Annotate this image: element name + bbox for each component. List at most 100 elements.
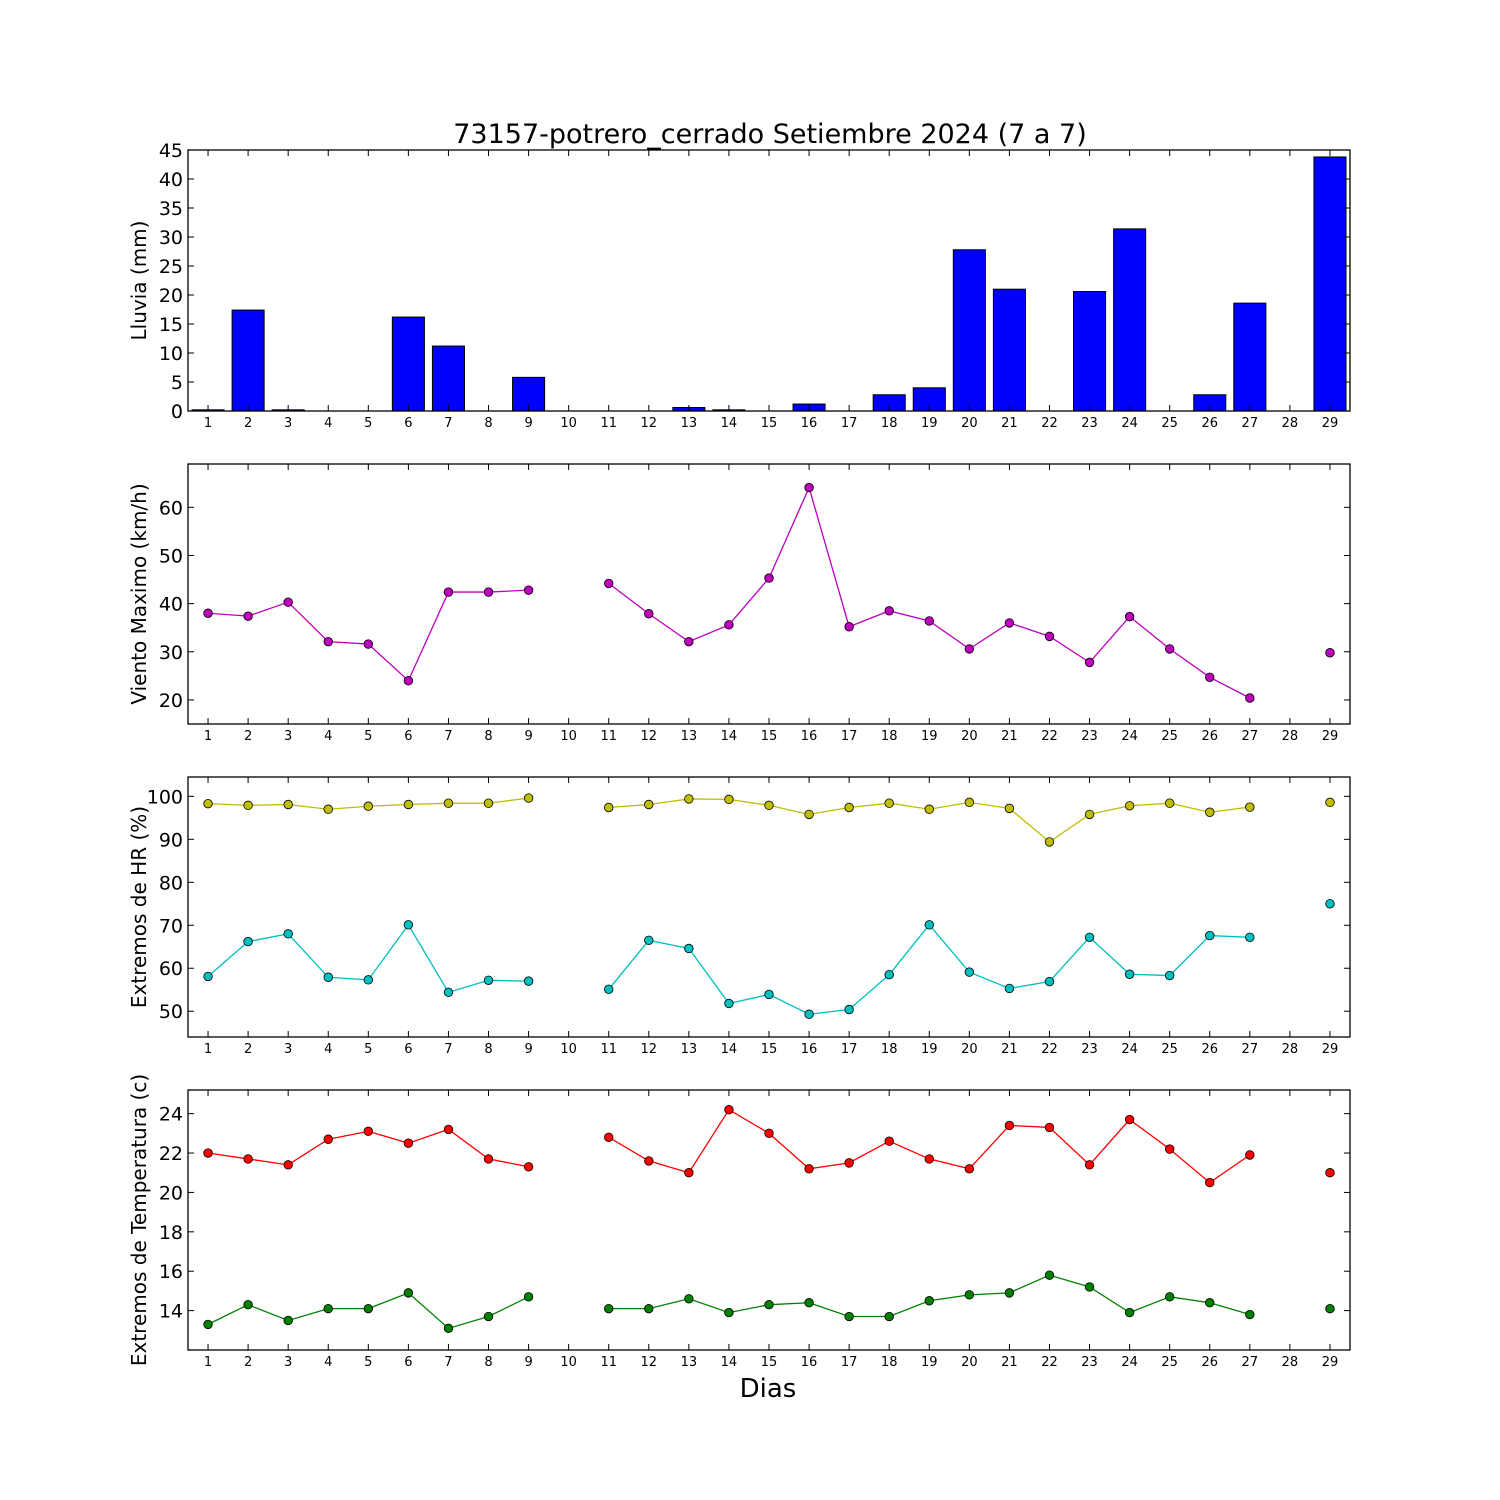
y-tick-label: 10 <box>159 343 183 365</box>
y-tick-label: 100 <box>147 786 183 808</box>
series-2-point-day-18 <box>884 1311 894 1322</box>
series-1-point-day-2 <box>243 800 253 811</box>
series-1-point-day-7 <box>443 798 454 808</box>
bar-day-6 <box>391 316 425 412</box>
series-1-point-day-8 <box>483 798 494 808</box>
x-tick-label: 3 <box>284 1042 292 1057</box>
x-tick-label: 23 <box>1081 1042 1098 1057</box>
x-tick-label: 10 <box>560 416 577 431</box>
series-2-point-day-19 <box>924 920 934 930</box>
x-tick-label: 17 <box>841 1042 858 1057</box>
series-1-point-day-12 <box>644 799 654 810</box>
series-1-point-day-6 <box>403 799 414 810</box>
x-tick-label: 26 <box>1201 416 1218 431</box>
y-tick-label: 24 <box>159 1104 183 1126</box>
series-1-point-day-29 <box>1325 797 1335 808</box>
series-1-point-day-15 <box>764 800 774 811</box>
series-1-point-day-7 <box>443 587 454 597</box>
y-tick-label: 16 <box>159 1261 183 1283</box>
x-tick-label: 3 <box>284 729 292 744</box>
series-1-point-day-19 <box>924 616 934 626</box>
series-2-point-day-26 <box>1205 930 1215 941</box>
x-tick-label: 21 <box>1001 1355 1018 1370</box>
series-1-point-day-5 <box>363 1126 374 1137</box>
series-2-point-day-11 <box>604 984 614 995</box>
series-1-point-day-17 <box>844 802 854 813</box>
series-1-point-day-9 <box>523 585 534 595</box>
series-2-point-day-13 <box>684 943 694 954</box>
x-tick-label: 9 <box>524 1042 532 1057</box>
series-2-point-day-21 <box>1004 1288 1015 1298</box>
x-tick-label: 25 <box>1161 416 1178 431</box>
x-tick-label: 23 <box>1081 729 1098 744</box>
x-tick-label: 21 <box>1001 416 1018 431</box>
series-1-point-day-11 <box>604 578 614 589</box>
x-tick-label: 22 <box>1041 1355 1058 1370</box>
series-1-point-day-2 <box>243 611 253 621</box>
x-tick-label: 27 <box>1242 1042 1259 1057</box>
x-tick-label: 12 <box>641 729 658 744</box>
series-2-point-day-19 <box>924 1296 934 1306</box>
x-tick-label: 6 <box>404 1355 412 1370</box>
series-1-point-day-4 <box>323 804 333 814</box>
x-tick-label: 20 <box>961 1355 978 1370</box>
bar-day-7 <box>431 345 465 412</box>
y-axis-label: Viento Maximo (km/h) <box>127 483 151 704</box>
y-tick-label: 45 <box>159 140 183 162</box>
x-tick-label: 4 <box>324 729 332 744</box>
y-tick-label: 14 <box>159 1301 183 1323</box>
x-tick-label: 23 <box>1081 1355 1098 1370</box>
series-2-point-day-14 <box>724 998 734 1009</box>
x-tick-label: 7 <box>444 1042 452 1057</box>
x-tick-label: 22 <box>1041 1042 1058 1057</box>
series-2-point-day-11 <box>604 1303 614 1314</box>
x-tick-label: 2 <box>244 416 252 431</box>
series-2-point-day-1 <box>203 971 213 982</box>
x-tick-label: 11 <box>600 416 617 431</box>
series-1-point-day-18 <box>884 798 894 808</box>
x-tick-label: 8 <box>484 1355 492 1370</box>
series-1-point-day-24 <box>1124 801 1135 811</box>
series-1-point-day-24 <box>1124 611 1135 622</box>
series-2-point-day-20 <box>964 967 975 977</box>
x-tick-label: 7 <box>444 1355 452 1370</box>
x-tick-label: 5 <box>364 416 372 431</box>
series-1-point-day-16 <box>804 1164 814 1174</box>
series-1-point-day-4 <box>323 636 333 647</box>
x-tick-label: 8 <box>484 416 492 431</box>
series-2-point-day-6 <box>403 1288 414 1298</box>
series-1-point-day-20 <box>964 644 975 654</box>
series-1-point-day-13 <box>684 794 694 804</box>
x-tick-label: 24 <box>1121 416 1138 431</box>
series-1-point-day-13 <box>684 636 694 647</box>
x-tick-label: 27 <box>1242 1355 1259 1370</box>
x-tick-label: 15 <box>761 416 778 431</box>
x-tick-label: 6 <box>404 416 412 431</box>
series-2-point-day-12 <box>644 1303 654 1314</box>
x-tick-label: 9 <box>524 1355 532 1370</box>
series-2-point-day-7 <box>443 987 454 998</box>
x-tick-label: 17 <box>841 729 858 744</box>
y-tick-label: 30 <box>159 227 183 249</box>
series-1-point-day-24 <box>1124 1114 1135 1125</box>
series-1-point-day-18 <box>884 1136 894 1146</box>
series-1-point-day-12 <box>644 609 654 619</box>
x-tick-label: 14 <box>721 416 738 431</box>
series-1-point-day-1 <box>203 798 213 809</box>
x-tick-label: 16 <box>801 416 818 431</box>
series-1-point-day-29 <box>1325 1168 1335 1178</box>
series-2-point-day-29 <box>1325 1303 1335 1314</box>
axes-frame <box>187 149 1351 412</box>
series-2-point-day-13 <box>684 1294 694 1304</box>
y-tick-label: 35 <box>159 198 183 220</box>
series-1-point-day-1 <box>203 1148 213 1158</box>
x-tick-label: 12 <box>641 1355 658 1370</box>
x-tick-label: 23 <box>1081 416 1098 431</box>
series-2-point-day-2 <box>243 1299 253 1310</box>
series-1-point-day-8 <box>483 1154 494 1164</box>
bar-day-21 <box>992 288 1026 412</box>
series-1-point-day-9 <box>523 1162 534 1172</box>
x-tick-label: 3 <box>284 1355 292 1370</box>
series-1-point-day-18 <box>884 606 894 616</box>
